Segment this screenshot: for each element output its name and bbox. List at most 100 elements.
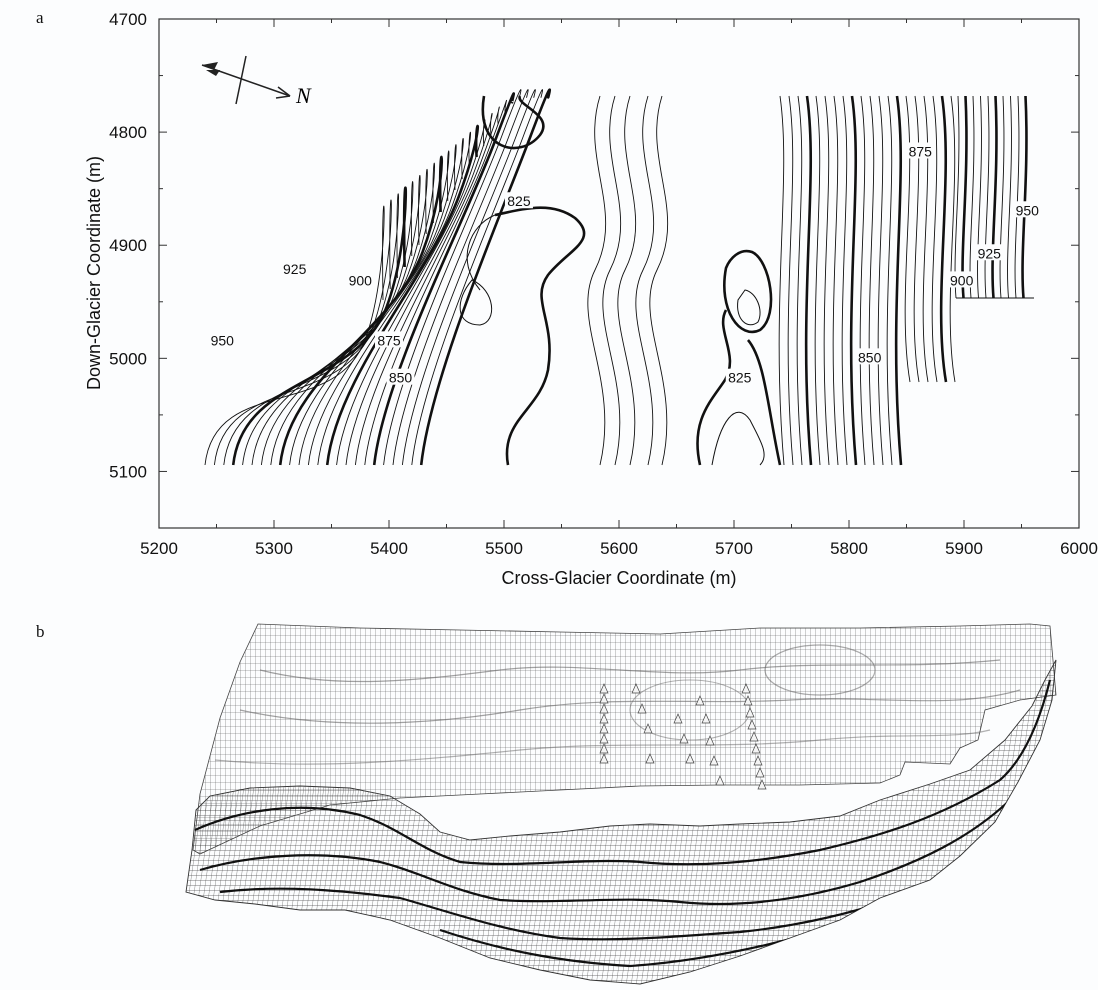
borehole-marker	[747, 719, 757, 730]
borehole-marker	[599, 703, 609, 714]
contour-label: 900	[349, 272, 373, 288]
contour-line	[904, 95, 911, 383]
contour-label-bg	[280, 260, 309, 277]
borehole-marker	[755, 767, 765, 778]
contour-line	[354, 106, 500, 466]
depression-contour	[459, 279, 493, 326]
borehole-marker	[599, 743, 609, 754]
contour-line	[635, 95, 655, 466]
contour-line	[832, 95, 839, 466]
borehole-marker	[599, 723, 609, 734]
x-axis-title: Cross-Glacier Coordinate (m)	[501, 568, 736, 588]
contour-line	[922, 95, 929, 383]
contour-map-chart: 5200 5300 5400 5500 5600 5700 5800 5900 6000 470…	[84, 10, 1098, 588]
contour-line	[419, 88, 552, 466]
contour-label: 900	[950, 272, 974, 288]
glacier-mesh-figure	[185, 623, 1057, 985]
contour-line	[345, 112, 493, 466]
depression-contour	[466, 214, 496, 291]
contour-line	[307, 138, 464, 466]
panel-b-label: b	[36, 622, 45, 641]
contour-line	[364, 99, 507, 466]
panel-a-label: a	[36, 8, 44, 27]
y-axis-title: Down-Glacier Coordinate (m)	[84, 156, 104, 390]
borehole-marker	[701, 713, 711, 724]
contour-line	[823, 95, 830, 466]
contour-line	[787, 95, 794, 466]
contour-label: 875	[909, 143, 933, 159]
y-tick-label: 4900	[109, 236, 147, 255]
contour-line	[849, 95, 858, 466]
borehole-marker	[599, 753, 609, 764]
contour-line	[886, 95, 893, 466]
contour-line	[602, 95, 622, 466]
contour-line	[877, 95, 884, 466]
borehole-marker	[645, 753, 655, 764]
borehole-marker	[685, 753, 695, 764]
borehole-marker	[631, 683, 641, 694]
depression-contour	[737, 289, 761, 326]
contour-line	[949, 95, 956, 383]
contour-label: 950	[211, 332, 235, 348]
contour-label: 950	[1016, 202, 1040, 218]
contour-label-bg	[208, 331, 237, 348]
borehole-marker	[643, 723, 653, 734]
contour-line	[1007, 95, 1012, 299]
contour-line	[325, 124, 480, 466]
borehole-marker	[751, 743, 761, 754]
contour-label: 875	[377, 332, 401, 348]
contour-line	[401, 89, 536, 466]
contour-line	[270, 162, 436, 466]
contour-line	[372, 92, 516, 466]
contour-line	[969, 95, 975, 299]
depression-contour	[723, 249, 773, 334]
contour-label-bg	[1013, 201, 1042, 218]
contour-line	[913, 95, 920, 383]
contour-line	[1014, 95, 1020, 299]
borehole-marker	[637, 703, 647, 714]
contour-line	[260, 169, 428, 466]
contour-lines	[204, 88, 1034, 466]
x-tick-label: 5400	[370, 539, 408, 558]
contour-label-bg	[975, 244, 1004, 261]
contour-line	[841, 95, 848, 466]
contour-label-bg	[947, 271, 976, 288]
contour-line	[317, 132, 471, 466]
contour-line	[999, 95, 1005, 299]
contour-label-bg	[386, 368, 415, 385]
contour-label-bg	[855, 348, 884, 365]
x-tick-label: 5700	[715, 539, 753, 558]
depression-contour	[711, 411, 765, 466]
borehole-marker	[599, 683, 609, 694]
contour-line	[617, 95, 637, 466]
borehole-marker	[757, 779, 767, 790]
contour-line	[796, 95, 803, 466]
contour-line	[894, 95, 903, 466]
contour-line	[961, 95, 968, 299]
contour-line	[977, 95, 982, 299]
contour-line	[778, 95, 785, 466]
borehole-marker	[709, 755, 719, 766]
y-tick-label: 5000	[109, 349, 147, 368]
contour-label-bg	[906, 142, 935, 159]
north-label: N	[295, 83, 312, 108]
x-tick-label: 6000	[1060, 539, 1098, 558]
borehole-marker	[695, 695, 705, 706]
contour-line	[289, 150, 450, 466]
contour-label-bg	[504, 192, 533, 209]
contour-line	[392, 89, 529, 466]
contour-label: 925	[978, 245, 1002, 261]
borehole-marker	[743, 695, 753, 706]
ice-surface-mesh	[192, 623, 1057, 855]
contour-label: 850	[858, 349, 882, 365]
axis-ticks	[158, 18, 1080, 528]
borehole-markers	[599, 683, 767, 790]
north-arrow-icon	[201, 55, 291, 105]
x-tick-labels: 5200 5300 5400 5500 5600 5700 5800 5900 6000	[140, 539, 1098, 558]
contour-line	[931, 95, 938, 383]
contour-line	[939, 95, 948, 383]
borehole-marker	[745, 707, 755, 718]
contour-label: 825	[507, 193, 531, 209]
depression-contours	[459, 95, 782, 466]
